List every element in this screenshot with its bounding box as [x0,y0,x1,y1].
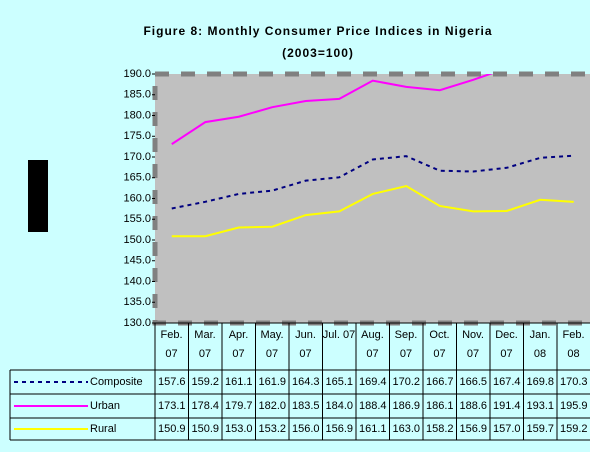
x-tick-label: Apr. 07 [228,329,249,360]
data-label: 179.7 [225,400,253,412]
legend-label: Composite [90,376,143,388]
data-label: 188.4 [359,400,387,412]
y-tick-label: 155.0 [123,213,151,225]
data-label: 193.1 [526,400,554,412]
data-label: 165.1 [325,376,353,388]
data-label: 188.6 [459,400,487,412]
data-label: 183.5 [292,400,320,412]
data-label: 195.9 [560,400,588,412]
data-label: 169.4 [359,376,387,388]
y-tick-label: 145.0 [123,255,151,267]
y-tick-label: 185.0 [123,89,151,101]
x-tick-label: Dec. 07 [495,329,518,360]
legend-label: Urban [90,400,120,412]
series-line [171,184,574,238]
data-label: 158.2 [426,423,454,435]
data-label: 163.0 [392,423,420,435]
data-label: 191.4 [493,400,521,412]
redacted-axis-title [28,160,48,232]
data-label: 159.2 [560,423,588,435]
data-label: 157.0 [493,423,521,435]
y-tick-label: 130.0 [123,317,151,329]
data-label: 186.9 [392,400,420,412]
data-label: 156.9 [459,423,487,435]
x-tick-label: Oct. 07 [429,329,450,360]
data-label: 150.9 [158,423,186,435]
data-label: 170.3 [560,376,588,388]
series-line [171,154,574,210]
data-label: 167.4 [493,376,521,388]
data-label: 150.9 [191,423,219,435]
data-label: 161.1 [359,423,387,435]
data-label: 156.9 [325,423,353,435]
chart-subtitle: (2003=100) [282,46,354,60]
y-tick-label: 170.0 [123,151,151,163]
x-tick-label: Jul. 07 [322,329,356,341]
data-label: 159.2 [191,376,219,388]
y-tick-label: 175.0 [123,130,151,142]
y-tick-label: 150.0 [123,234,151,246]
x-tick-label: Mar. 07 [194,329,216,360]
legend-label: Rural [90,423,116,435]
data-label: 161.1 [225,376,253,388]
y-tick-label: 140.0 [123,275,151,287]
x-tick-label: Aug. 07 [361,329,384,360]
y-tick-label: 165.0 [123,172,151,184]
data-label: 169.8 [526,376,554,388]
data-label: 156.0 [292,423,320,435]
x-tick-label: Jan. 08 [529,329,551,360]
data-label: 178.4 [191,400,219,412]
x-tick-label: Jun. 07 [295,329,316,360]
chart-title: Figure 8: Monthly Consumer Price Indices… [143,24,492,38]
y-tick-label: 190.0 [123,68,151,80]
data-label: 170.2 [392,376,420,388]
x-tick-label: Feb. 07 [160,329,183,360]
x-tick-label: May. 07 [260,329,284,360]
x-tick-label: Nov. 07 [462,329,484,360]
data-label: 173.1 [158,400,186,412]
data-label: 182.0 [258,400,286,412]
x-tick-label: Feb. 08 [562,329,585,360]
y-tick-label: 160.0 [123,192,151,204]
data-label: 166.5 [459,376,487,388]
series-line [171,74,494,145]
data-label: 186.1 [426,400,454,412]
data-label: 161.9 [258,376,286,388]
data-label: 159.7 [526,423,554,435]
data-label: 166.7 [426,376,454,388]
x-tick-label: Sep. 07 [394,329,418,360]
data-label: 184.0 [325,400,353,412]
data-label: 153.2 [258,423,286,435]
data-table [9,322,590,441]
data-label: 164.3 [292,376,320,388]
y-tick-label: 180.0 [123,109,151,121]
data-label: 153.0 [225,423,253,435]
y-tick-label: 135.0 [123,296,151,308]
data-label: 157.6 [158,376,186,388]
